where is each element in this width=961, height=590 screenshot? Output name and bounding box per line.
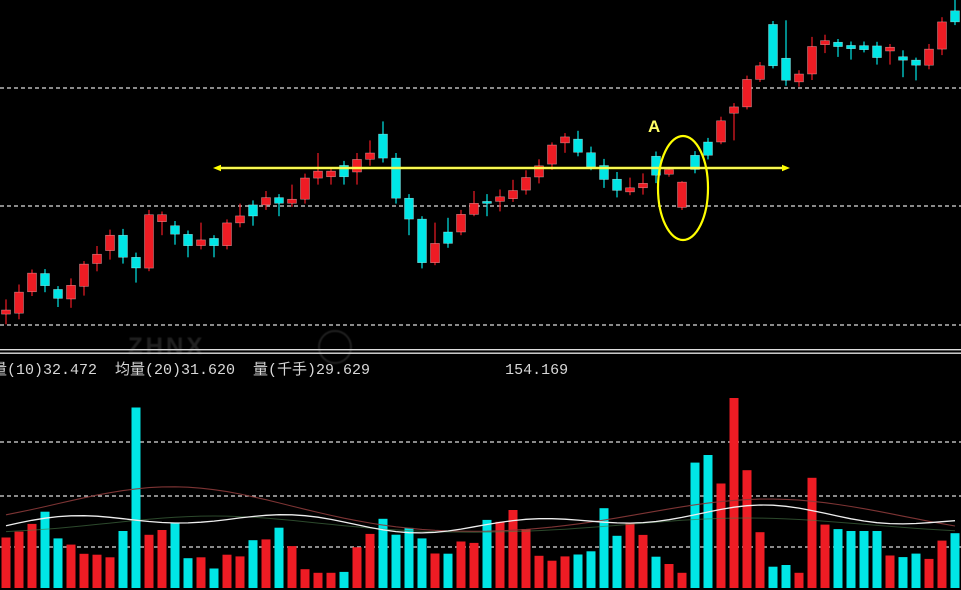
svg-text:A: A	[648, 117, 660, 136]
